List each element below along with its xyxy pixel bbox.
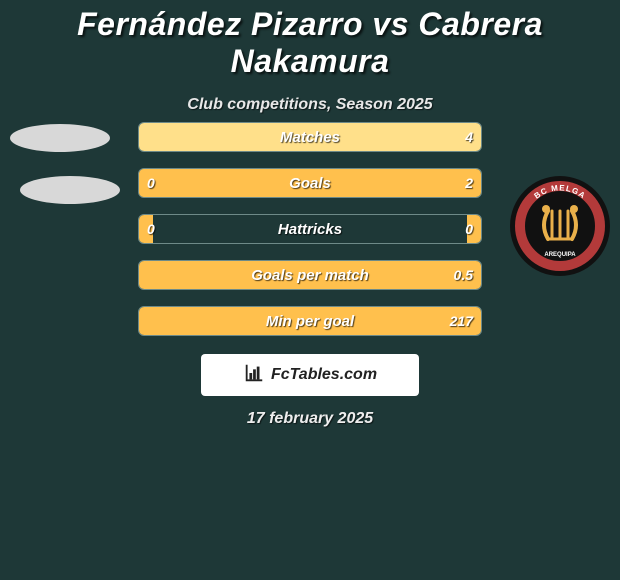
- stat-value-right: 0: [457, 215, 481, 243]
- stat-value-right: 4: [457, 123, 481, 151]
- stat-row: Matches 4: [138, 122, 482, 152]
- subtitle: Club competitions, Season 2025: [0, 96, 620, 114]
- stat-label: Hattricks: [139, 215, 481, 243]
- page-title: Fernández Pizarro vs Cabrera Nakamura: [0, 0, 620, 80]
- stat-row: 0 Hattricks 0: [138, 214, 482, 244]
- stat-label: Goals: [139, 169, 481, 197]
- stat-value-right: 0.5: [446, 261, 481, 289]
- stat-row: Goals per match 0.5: [138, 260, 482, 290]
- brand-text: FcTables.com: [271, 366, 377, 384]
- footer-date: 17 february 2025: [0, 410, 620, 428]
- avatar-left-placeholder-2: [20, 176, 120, 204]
- chart-icon: [243, 362, 265, 389]
- stat-row: 0 Goals 2: [138, 168, 482, 198]
- stat-label: Min per goal: [139, 307, 481, 335]
- brand-badge: FcTables.com: [201, 354, 419, 396]
- stat-label: Goals per match: [139, 261, 481, 289]
- stat-value-right: 2: [457, 169, 481, 197]
- stat-value-right: 217: [442, 307, 481, 335]
- stat-label: Matches: [139, 123, 481, 151]
- avatar-left-placeholder-1: [10, 124, 110, 152]
- stat-row: Min per goal 217: [138, 306, 482, 336]
- avatar-right-bottom-text: AREQUIPA: [544, 252, 576, 258]
- avatar-right: BC MELGA AREQUIPA: [510, 176, 610, 276]
- stat-bars: Matches 4 0 Goals 2 0 Hattricks 0 Goals …: [138, 122, 482, 352]
